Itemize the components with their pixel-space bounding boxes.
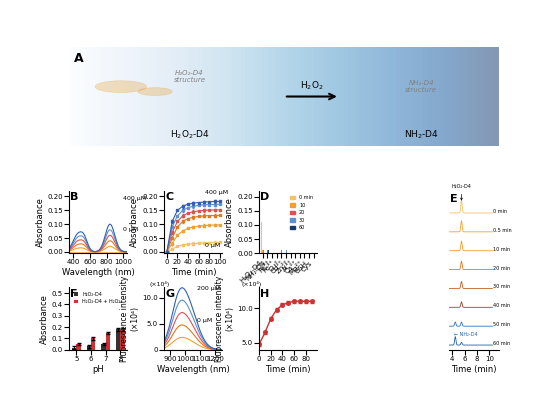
Y-axis label: Fluorescence intensity
(×10⁴): Fluorescence intensity (×10⁴) [215, 275, 234, 362]
Y-axis label: Absorbance: Absorbance [225, 197, 234, 247]
Text: 0.5 min: 0.5 min [493, 228, 512, 233]
X-axis label: Time (min): Time (min) [171, 268, 216, 277]
Bar [106, 333, 110, 350]
Circle shape [95, 81, 146, 93]
Text: H$_2$O$_2$-D4: H$_2$O$_2$-D4 [170, 129, 209, 141]
Text: H₂O₂-D4
structure: H₂O₂-D4 structure [173, 70, 206, 83]
Bar [262, 250, 263, 253]
Text: (×10⁴): (×10⁴) [242, 281, 262, 287]
Text: 0 μM: 0 μM [197, 318, 212, 323]
Text: 40 min: 40 min [493, 303, 510, 308]
Text: 0 μM: 0 μM [205, 243, 220, 248]
Bar [76, 344, 81, 350]
X-axis label: Wavelength (nm): Wavelength (nm) [62, 268, 135, 277]
Bar [72, 347, 76, 350]
Bar [267, 250, 268, 253]
Bar [101, 344, 106, 350]
Text: NH$_2$-D4: NH$_2$-D4 [404, 129, 439, 141]
Text: (×10⁴): (×10⁴) [150, 281, 170, 287]
Text: 30 min: 30 min [493, 285, 510, 289]
Bar [286, 250, 287, 253]
Text: ← NH₂-D4: ← NH₂-D4 [454, 332, 478, 337]
Text: G: G [166, 289, 175, 299]
Y-axis label: Absorbance: Absorbance [40, 294, 49, 343]
Legend: 0 min, 10, 20, 30, 60: 0 min, 10, 20, 30, 60 [288, 193, 315, 232]
Bar [261, 222, 262, 253]
Text: 200 μM: 200 μM [197, 286, 220, 291]
Bar [86, 346, 91, 350]
Bar [91, 338, 95, 350]
Bar [120, 329, 125, 350]
Text: D: D [260, 192, 270, 202]
Text: 60 min: 60 min [493, 341, 510, 346]
Text: 400 μM: 400 μM [205, 190, 228, 195]
Y-axis label: Fluorescence intensity
(×10⁴): Fluorescence intensity (×10⁴) [120, 275, 140, 362]
Text: 0 min: 0 min [493, 209, 507, 214]
Y-axis label: Absorbance: Absorbance [130, 197, 140, 247]
Text: 50 min: 50 min [493, 322, 510, 327]
Text: F: F [70, 289, 78, 299]
X-axis label: pH: pH [93, 365, 104, 374]
Text: 400 μM: 400 μM [124, 196, 147, 201]
Text: H: H [260, 289, 270, 299]
Y-axis label: Absorbance: Absorbance [35, 197, 44, 247]
Text: C: C [166, 192, 173, 202]
X-axis label: Time (min): Time (min) [265, 365, 311, 374]
X-axis label: Species: Species [272, 286, 305, 296]
Text: A: A [74, 52, 83, 65]
X-axis label: Wavelength (nm): Wavelength (nm) [157, 365, 230, 374]
Text: 20 min: 20 min [493, 266, 510, 270]
Circle shape [138, 88, 172, 95]
Text: H$_2$O$_2$: H$_2$O$_2$ [300, 80, 324, 92]
Bar [116, 329, 120, 350]
Text: NH₂-D4
structure: NH₂-D4 structure [406, 80, 437, 93]
Bar [263, 250, 264, 253]
Text: 0 μM: 0 μM [124, 227, 138, 232]
Bar [268, 250, 269, 253]
Text: E: E [450, 194, 458, 204]
Text: H₂O₂-D4: H₂O₂-D4 [452, 184, 471, 200]
Text: 10 min: 10 min [493, 247, 510, 252]
Text: B: B [70, 192, 79, 202]
Legend: H₂O₂-D4, H₂O₂-D4 + H₂O₂: H₂O₂-D4, H₂O₂-D4 + H₂O₂ [71, 290, 122, 306]
X-axis label: Time (min): Time (min) [451, 365, 496, 374]
